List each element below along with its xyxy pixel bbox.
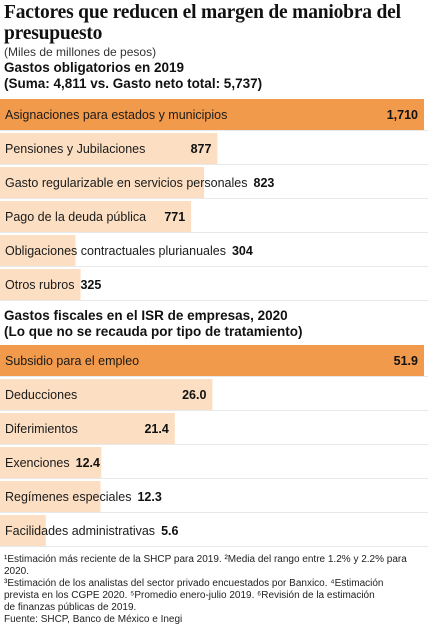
gastos-obligatorios-row: Obligaciones contractuales plurianuales 3… — [0, 235, 428, 267]
gastos-obligatorios-row-separator — [0, 130, 428, 131]
page-subtitle: (Miles de millones de pesos) — [4, 45, 157, 59]
gastos-fiscales-bar — [0, 515, 46, 546]
gastos-obligatorios-bar — [0, 133, 218, 164]
gastos-fiscales-bar — [0, 447, 102, 478]
gastos-fiscales-bar-value: 12.4 — [76, 456, 100, 470]
gastos-fiscales-row-separator — [0, 546, 428, 547]
section2-title: Gastos fiscales en el ISR de empresas, 2… — [4, 308, 303, 340]
gastos-fiscales-bar-label: Regímenes especiales — [5, 490, 131, 504]
footnote-line: ¹Estimación más reciente de la SHCP para… — [4, 554, 407, 577]
gastos-obligatorios-bar-value: 877 — [191, 142, 212, 156]
gastos-fiscales-row-separator — [0, 376, 428, 377]
chart-gastos-fiscales: Subsidio para el empleo 51.9 Deducciones 26… — [0, 345, 428, 549]
gastos-obligatorios-bar — [0, 167, 205, 198]
gastos-obligatorios-row: Otros rubros 325 — [0, 269, 428, 301]
footnote-line: de finanzas públicas de 2019. — [4, 602, 137, 613]
gastos-obligatorios-row: Pensiones y Jubilaciones 877 — [0, 133, 428, 165]
gastos-fiscales-row-separator — [0, 512, 428, 513]
section1-title: Gastos obligatorios en 2019 (Suma: 4,811… — [4, 60, 262, 92]
gastos-obligatorios-bar-label: Otros rubros — [5, 278, 74, 292]
footnotes: ¹Estimación más reciente de la SHCP para… — [4, 554, 426, 626]
section1-title-line2: (Suma: 4,811 vs. Gasto neto total: 5,737… — [4, 76, 263, 91]
gastos-fiscales-bar-value: 21.4 — [144, 422, 168, 436]
gastos-obligatorios-row-separator — [0, 198, 428, 199]
gastos-obligatorios-bar — [0, 201, 192, 232]
gastos-obligatorios-bar-value: 1,710 — [387, 108, 418, 122]
gastos-fiscales-bar-value: 12.3 — [137, 490, 161, 504]
gastos-obligatorios-row-separator — [0, 164, 428, 165]
gastos-obligatorios-bar — [0, 235, 76, 266]
gastos-obligatorios-bar-label: Gasto regularizable en servicios persona… — [5, 176, 248, 190]
footnote-line: ³Estimación de los analistas del sector … — [4, 578, 384, 589]
gastos-fiscales-bar-value: 5.6 — [161, 524, 178, 538]
gastos-obligatorios-row-separator — [0, 232, 428, 233]
gastos-obligatorios-bar-label: Asignaciones para estados y municipios — [5, 108, 227, 122]
gastos-obligatorios-bar-label: Pago de la deuda pública — [5, 210, 146, 224]
gastos-fiscales-bar-label: Deducciones — [5, 388, 77, 402]
gastos-obligatorios-row: Asignaciones para estados y municipios 1,… — [0, 99, 428, 131]
gastos-obligatorios-row-separator — [0, 300, 428, 301]
gastos-obligatorios-row: Pago de la deuda pública 771 — [0, 201, 428, 233]
section2-title-line1: Gastos fiscales en el ISR de empresas, 2… — [4, 308, 288, 323]
chart-gastos-obligatorios-svg: Asignaciones para estados y municipios 1,… — [0, 99, 428, 301]
source-note: Fuente: SHCP, Banco de México e Inegi — [4, 614, 183, 625]
gastos-fiscales-row-separator — [0, 478, 428, 479]
gastos-fiscales-row: Diferimientos 21.4 — [0, 413, 428, 445]
gastos-fiscales-bar-label: Exenciones — [5, 456, 70, 470]
gastos-fiscales-bar-value: 51.9 — [394, 354, 418, 368]
section1-title-line1: Gastos obligatorios en 2019 — [4, 60, 185, 75]
gastos-fiscales-bar-value: 26.0 — [182, 388, 206, 402]
gastos-fiscales-bar-label: Subsidio para el empleo — [5, 354, 139, 368]
gastos-fiscales-bar-label: Facilidades administrativas — [5, 524, 155, 538]
gastos-obligatorios-row-separator — [0, 266, 428, 267]
section2-title-line2: (Lo que no se recauda por tipo de tratam… — [4, 324, 303, 339]
gastos-obligatorios-bar-value: 771 — [164, 210, 185, 224]
gastos-obligatorios-row: Gasto regularizable en servicios persona… — [0, 167, 428, 199]
gastos-obligatorios-bar-value: 325 — [80, 278, 101, 292]
gastos-fiscales-row: Facilidades administrativas 5.6 — [0, 515, 428, 547]
page-title: Factores que reducen el margen de maniob… — [4, 2, 401, 44]
gastos-fiscales-row: Subsidio para el empleo 51.9 — [0, 345, 428, 377]
gastos-fiscales-bar — [0, 379, 213, 410]
gastos-fiscales-row-separator — [0, 444, 428, 445]
chart-gastos-obligatorios: Asignaciones para estados y municipios 1,… — [0, 99, 428, 303]
gastos-fiscales-bar — [0, 481, 101, 512]
gastos-obligatorios-bar — [0, 99, 424, 130]
footnote-line: prevista en los CGPE 2020. ⁵Promedio ene… — [4, 590, 375, 601]
gastos-fiscales-row: Exenciones 12.4 — [0, 447, 428, 479]
chart-gastos-fiscales-svg: Subsidio para el empleo 51.9 Deducciones 26… — [0, 345, 428, 547]
gastos-obligatorios-bar-value: 304 — [232, 244, 253, 258]
gastos-obligatorios-bar-label: Obligaciones contractuales plurianuales — [5, 244, 226, 258]
gastos-obligatorios-bar — [0, 269, 81, 300]
gastos-obligatorios-bar-label: Pensiones y Jubilaciones — [5, 142, 145, 156]
gastos-fiscales-row: Deducciones 26.0 — [0, 379, 428, 411]
gastos-obligatorios-bar-value: 823 — [254, 176, 275, 190]
gastos-fiscales-bar — [0, 413, 175, 444]
gastos-fiscales-row-separator — [0, 410, 428, 411]
gastos-fiscales-row: Regímenes especiales 12.3 — [0, 481, 428, 513]
gastos-fiscales-bar-label: Diferimientos — [5, 422, 78, 436]
gastos-fiscales-bar — [0, 345, 424, 376]
